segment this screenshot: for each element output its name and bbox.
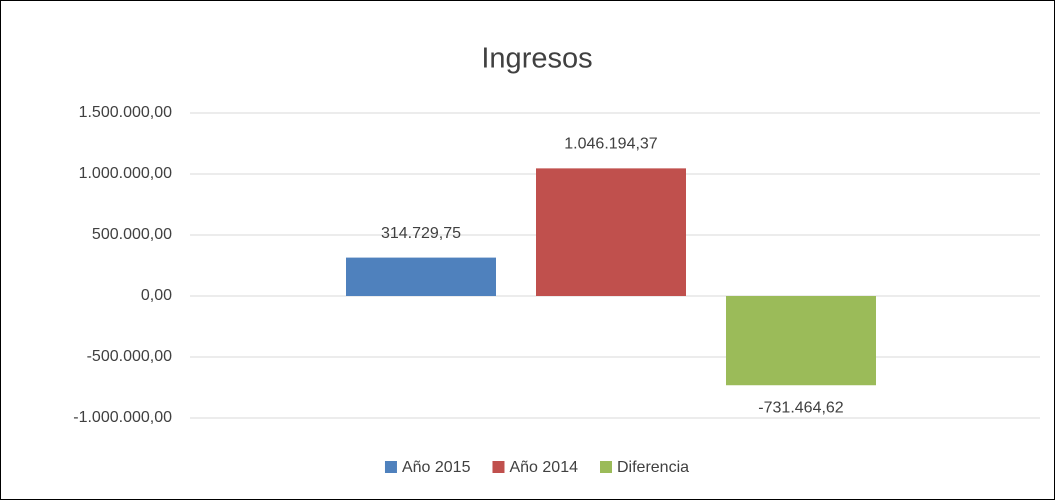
legend-swatch xyxy=(600,461,612,473)
legend-label: Año 2015 xyxy=(402,459,471,476)
y-tick-label: 0,00 xyxy=(141,287,172,304)
legend-label: Diferencia xyxy=(617,459,689,476)
y-tick-label: 500.000,00 xyxy=(92,226,172,243)
y-tick-label: 1.000.000,00 xyxy=(79,165,173,182)
data-label: -731.464,62 xyxy=(758,399,844,416)
y-tick-label: -1.000.000,00 xyxy=(73,409,172,426)
legend-label: Año 2014 xyxy=(509,459,578,476)
legend-swatch xyxy=(492,461,505,473)
data-label: 314.729,75 xyxy=(381,225,461,242)
chart-title: Ingresos xyxy=(481,43,592,75)
y-tick-label: -500.000,00 xyxy=(87,348,173,365)
legend-swatch xyxy=(384,461,397,473)
bar xyxy=(346,257,496,296)
y-tick-label: 1.500.000,00 xyxy=(79,104,173,121)
bar xyxy=(536,168,686,296)
data-label: 1.046.194,37 xyxy=(564,136,658,153)
bar xyxy=(726,296,876,386)
